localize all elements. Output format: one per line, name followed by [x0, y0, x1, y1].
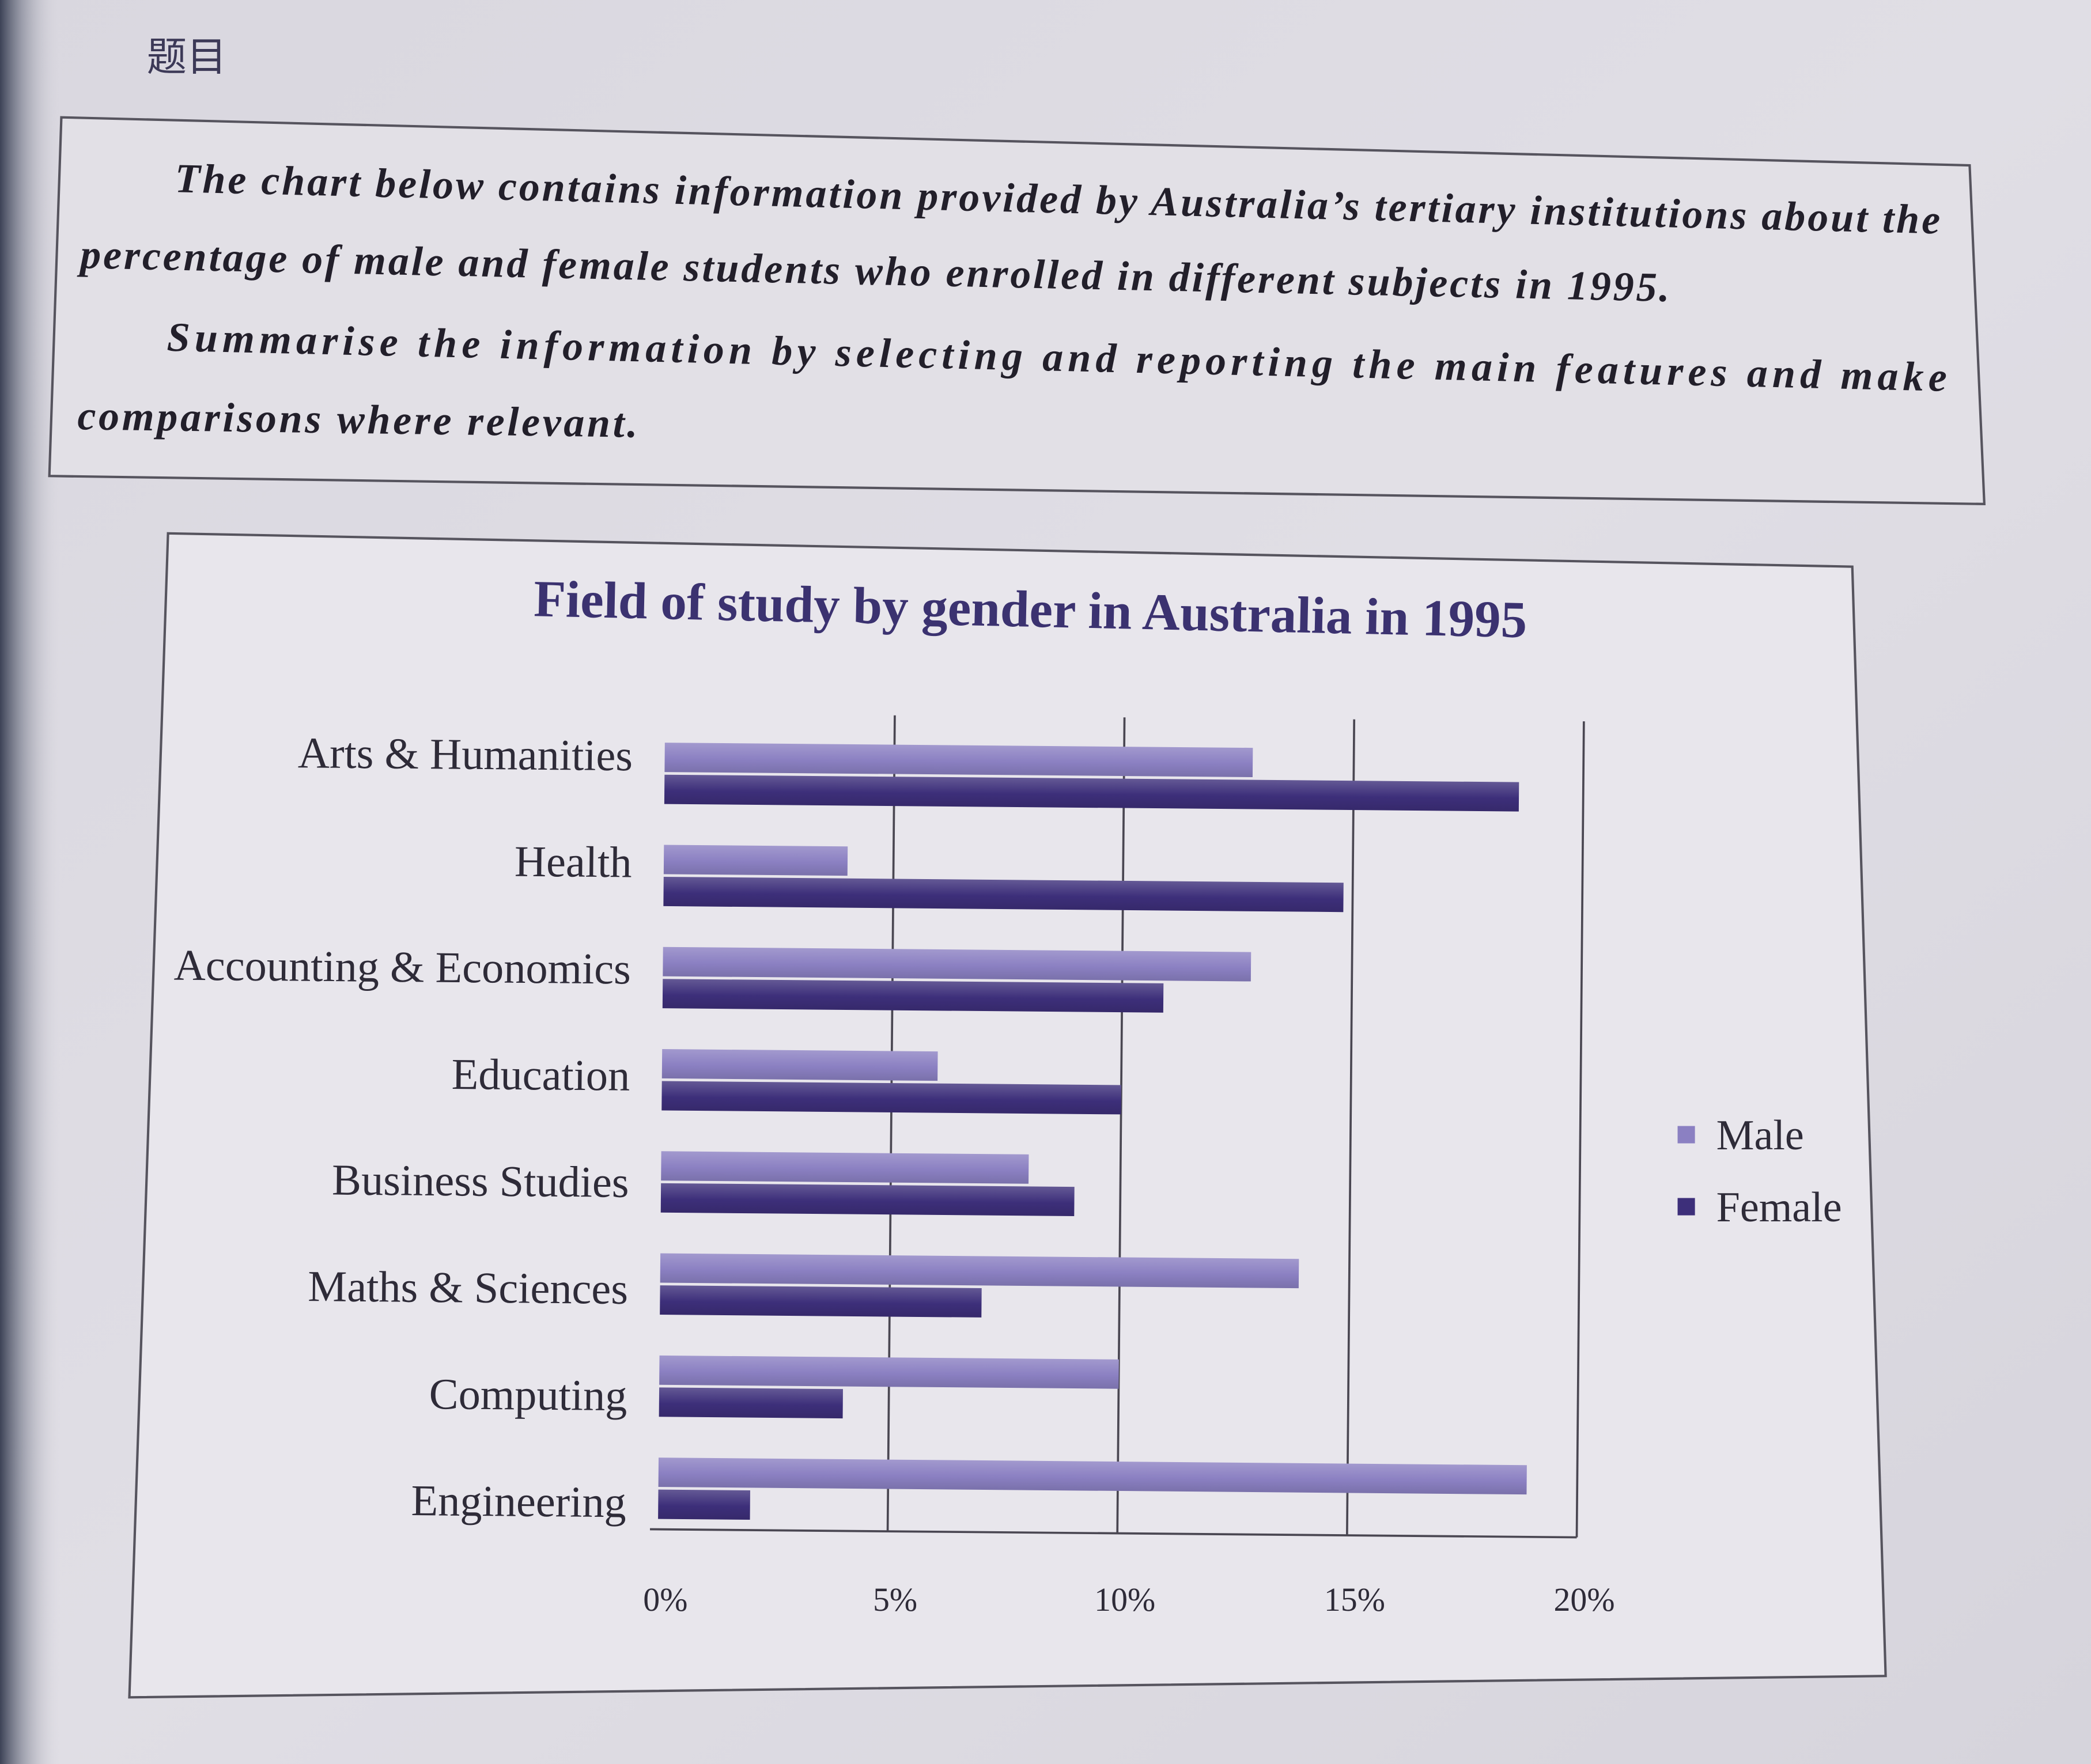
binding-shadow: [0, 0, 62, 1764]
x-tick-label-20: 20%: [1553, 1581, 1614, 1618]
category-label-maths-and-sciences: Maths & Sciences: [308, 1262, 628, 1313]
bar-female-accounting-and-economics: [662, 979, 1164, 1013]
bar-male-business-studies: [661, 1151, 1029, 1184]
bar-male-computing: [659, 1355, 1119, 1389]
x-tick-label-5: 5%: [873, 1581, 917, 1618]
x-tick-label-15: 15%: [1324, 1581, 1385, 1618]
bar-male-health: [663, 845, 848, 876]
bar-female-engineering: [658, 1489, 750, 1520]
category-label-health: Health: [515, 837, 632, 887]
category-labels: Arts & Humanities Health Accounting & Econ…: [173, 728, 633, 1527]
legend: Male Female: [1677, 1112, 1842, 1231]
bar-male-maths-and-sciences: [660, 1253, 1299, 1289]
section-heading: 题目: [147, 35, 227, 81]
bar-female-maths-and-sciences: [660, 1285, 982, 1318]
bar-male-arts-and-humanities: [664, 743, 1253, 777]
gridline-15: [1345, 719, 1356, 1536]
category-label-business-studies: Business Studies: [332, 1155, 629, 1206]
bar-male-engineering: [658, 1458, 1527, 1495]
chart: Field of study by gender in Australia in…: [128, 532, 1887, 1699]
gridline-20: [1575, 721, 1585, 1538]
chart-frame: [128, 532, 1887, 1699]
x-axis-tick-labels: 0% 5% 10% 15% 20%: [643, 1581, 1614, 1618]
x-tick-label-10: 10%: [1094, 1581, 1155, 1618]
bar-female-arts-and-humanities: [664, 774, 1519, 812]
prompt-box: The chart below contains information pro…: [48, 116, 1986, 505]
bar-female-education: [661, 1081, 1121, 1115]
category-label-engineering: Engineering: [411, 1476, 626, 1527]
legend-swatch-male: [1677, 1126, 1695, 1144]
x-tick-label-0: 0%: [643, 1581, 687, 1618]
gridline-5: [886, 715, 896, 1532]
legend-label-male: Male: [1716, 1112, 1804, 1159]
category-label-accounting-and-economics: Accounting & Economics: [173, 941, 631, 994]
bar-male-education: [661, 1048, 938, 1081]
bar-female-business-studies: [660, 1183, 1075, 1217]
legend-swatch-female: [1677, 1198, 1695, 1216]
x-axis-line: [650, 1528, 1577, 1539]
prompt-box-border: [48, 116, 1986, 505]
gridline-10: [1116, 717, 1126, 1534]
bars: [658, 743, 1527, 1520]
prompt-line-4: comparisons where relevant.: [77, 392, 638, 446]
gridlines: [650, 715, 1585, 1539]
category-label-computing: Computing: [429, 1369, 627, 1420]
bar-female-health: [663, 876, 1344, 913]
category-label-arts-and-humanities: Arts & Humanities: [298, 728, 633, 780]
bar-female-computing: [659, 1387, 843, 1419]
category-label-education: Education: [451, 1050, 630, 1100]
legend-label-female: Female: [1716, 1184, 1842, 1231]
bar-male-accounting-and-economics: [663, 947, 1251, 982]
plot-area: Arts & Humanities Health Accounting & Econ…: [173, 715, 1585, 1539]
